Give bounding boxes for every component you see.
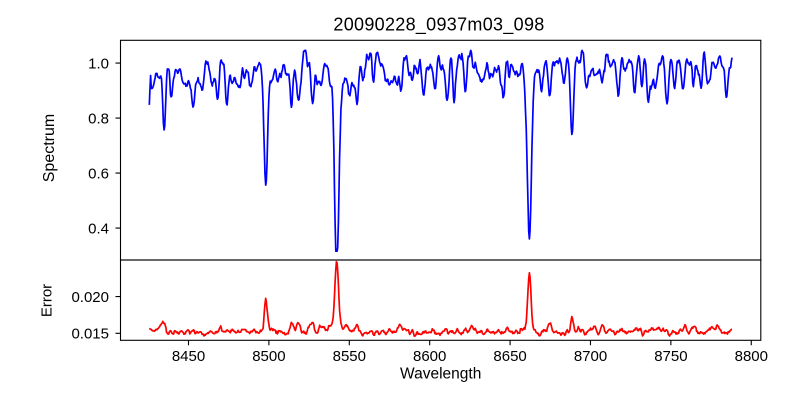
svg-text:8450: 8450 <box>172 348 205 365</box>
svg-text:0.4: 0.4 <box>88 220 109 237</box>
svg-text:0.015: 0.015 <box>71 326 109 343</box>
svg-text:Wavelength: Wavelength <box>400 366 481 383</box>
svg-text:0.6: 0.6 <box>88 165 109 182</box>
svg-text:20090228_0937m03_098: 20090228_0937m03_098 <box>333 15 544 36</box>
svg-text:Error: Error <box>39 284 56 317</box>
svg-text:0.020: 0.020 <box>71 289 109 306</box>
svg-text:0.8: 0.8 <box>88 110 109 127</box>
svg-text:8650: 8650 <box>493 348 526 365</box>
svg-text:Spectrum: Spectrum <box>41 114 58 182</box>
svg-text:8600: 8600 <box>413 348 446 365</box>
svg-text:8750: 8750 <box>654 348 687 365</box>
svg-text:8550: 8550 <box>333 348 366 365</box>
svg-text:8500: 8500 <box>252 348 285 365</box>
svg-text:8800: 8800 <box>735 348 768 365</box>
svg-text:8700: 8700 <box>574 348 607 365</box>
svg-text:1.0: 1.0 <box>88 55 109 72</box>
